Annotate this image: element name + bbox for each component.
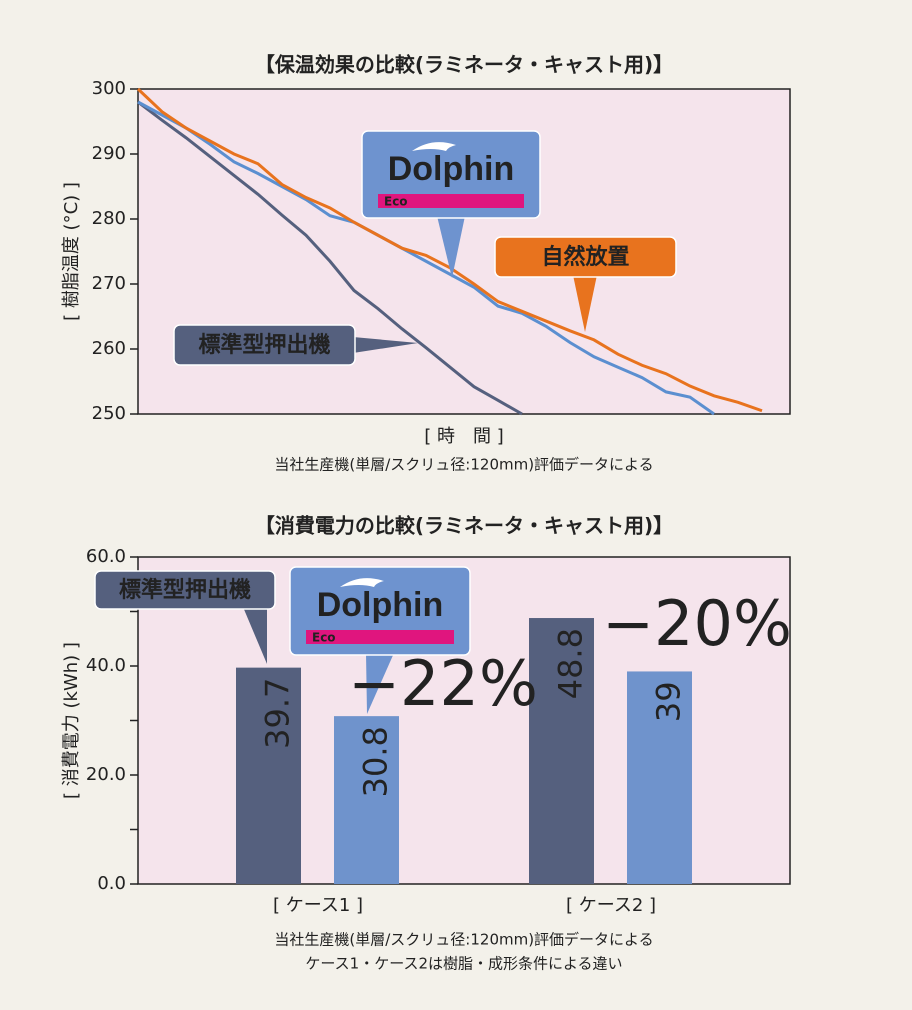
note: ケース1・ケース2は樹脂・成形条件による違い [305, 955, 622, 973]
y-axis-label: [ 樹脂温度 (°C) ] [61, 182, 82, 321]
line-series [137, 100, 715, 416]
callout-pointer [573, 275, 597, 332]
y-tick-label: 60.0 [86, 546, 126, 567]
line-series [137, 100, 523, 416]
dolphin-icon [340, 578, 384, 587]
note: 当社生産機(単層/スクリュ径:120mm)評価データによる [274, 931, 653, 949]
bar [334, 716, 399, 884]
logo-pointer [437, 216, 465, 278]
bar-value-label: 39.7 [259, 678, 297, 749]
y-tick-label: 20.0 [86, 764, 126, 785]
bar-value-label: 39 [650, 681, 688, 722]
y-axis-label: [ 消費電力 (kWh) ] [61, 642, 82, 799]
bar [236, 667, 301, 884]
x-tick-label: [ ケース2 ] [566, 895, 656, 916]
annotation: −20% [602, 587, 792, 660]
chart-title: 【保温効果の比較(ラミネータ・キャスト用)】 [255, 53, 673, 77]
bar [627, 671, 692, 884]
dolphin-icon [412, 142, 456, 151]
note: 当社生産機(単層/スクリュ径:120mm)評価データによる [274, 456, 653, 474]
logo-bar [306, 630, 454, 644]
callout-box [94, 570, 276, 610]
bar-value-label: 48.8 [552, 628, 590, 699]
callout-text: 標準型押出機 [198, 332, 330, 358]
y-tick-label: 300 [92, 78, 126, 99]
logo-text: Dolphin [317, 586, 444, 624]
logo-badge: Eco [312, 631, 336, 645]
y-tick-label: 270 [92, 273, 126, 294]
y-tick-label: 280 [92, 208, 126, 229]
logo-pointer [366, 653, 394, 714]
y-tick-label: 250 [92, 403, 126, 424]
callout-pointer [353, 337, 418, 353]
y-tick-label: 290 [92, 143, 126, 164]
bar [529, 618, 594, 884]
logo-bar [378, 194, 524, 208]
x-axis-label: [ 時 間 ] [424, 426, 504, 447]
x-tick-label: [ ケース1 ] [273, 895, 363, 916]
bar-value-label: 30.8 [357, 726, 395, 797]
logo-badge: Eco [384, 195, 408, 209]
callout-text: 標準型押出機 [119, 577, 251, 603]
annotation: −22% [348, 647, 538, 720]
y-tick-label: 260 [92, 338, 126, 359]
callout-text: 自然放置 [541, 244, 629, 270]
callout-box [173, 324, 356, 366]
callout-pointer [243, 607, 267, 664]
logo-text: Dolphin [388, 150, 515, 188]
chart-title: 【消費電力の比較(ラミネータ・キャスト用)】 [255, 514, 673, 538]
callout-box [494, 236, 677, 278]
y-tick-label: 40.0 [86, 655, 126, 676]
y-tick-label: 0.0 [97, 873, 126, 894]
